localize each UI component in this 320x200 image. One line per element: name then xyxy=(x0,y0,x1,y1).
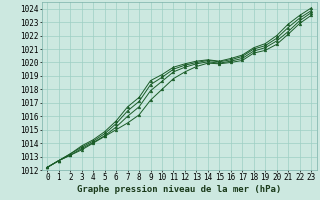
X-axis label: Graphe pression niveau de la mer (hPa): Graphe pression niveau de la mer (hPa) xyxy=(77,185,281,194)
